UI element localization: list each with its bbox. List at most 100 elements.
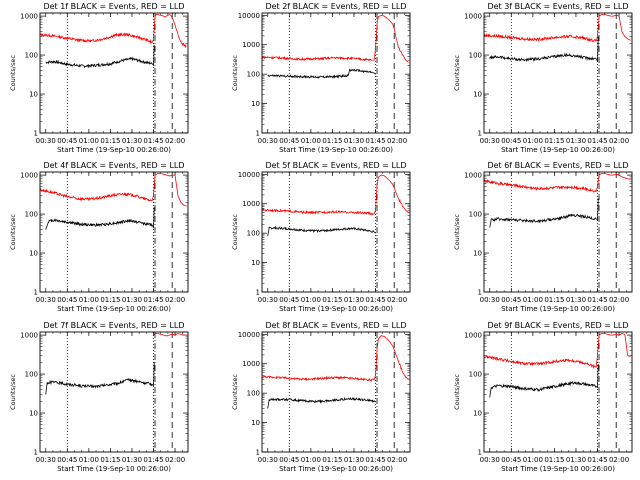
- panel-7: Det 7f BLACK = Events, RED = LLD Counts/s…: [9, 321, 189, 473]
- x-tick-label: 01:00: [523, 296, 543, 304]
- x-tick-label: 02:00: [387, 296, 407, 304]
- panel-title: Det 6f BLACK = Events, RED = LLD: [487, 161, 628, 170]
- y-tick-label: 10: [473, 91, 482, 99]
- x-tick-label: 00:45: [279, 296, 299, 304]
- y-tick-label: 1: [34, 289, 38, 297]
- x-tick-label: 00:30: [36, 137, 56, 145]
- lld-series-line: [484, 14, 631, 43]
- x-tick-label: 01:15: [544, 456, 564, 464]
- x-tick-label: 01:00: [79, 296, 99, 304]
- panel-8: Det 8f BLACK = Events, RED = LLD Counts/s…: [231, 321, 411, 473]
- panel-title: Det 5f BLACK = Events, RED = LLD: [265, 161, 406, 170]
- x-axis-label: Start Time (19-Sep-10 00:26:00): [279, 465, 393, 473]
- y-tick-label: 100: [25, 52, 38, 60]
- y-axis-label: Counts/sec: [231, 214, 239, 250]
- x-tick-label: 02:00: [387, 137, 407, 145]
- y-tick-label: 10000: [238, 331, 260, 339]
- lld-series-line: [484, 173, 631, 193]
- x-tick-label: 01:15: [100, 137, 120, 145]
- x-tick-label: 00:30: [480, 296, 500, 304]
- x-tick-label: 01:45: [587, 456, 607, 464]
- x-axis-label: Start Time (19-Sep-10 00:26:00): [57, 305, 171, 313]
- y-axis-label: Counts/sec: [9, 374, 17, 410]
- x-tick-label: 00:45: [501, 296, 521, 304]
- y-axis-label: Counts/sec: [453, 374, 461, 410]
- plot-frame: [483, 331, 633, 453]
- x-tick-label: 01:00: [301, 296, 321, 304]
- x-tick-label: 01:15: [322, 296, 342, 304]
- x-tick-label: 01:30: [344, 137, 364, 145]
- events-series-line: [45, 362, 155, 395]
- panel-title: Det 2f BLACK = Events, RED = LLD: [265, 2, 406, 11]
- y-tick-label: 10000: [238, 171, 260, 179]
- x-tick-label: 01:15: [544, 137, 564, 145]
- x-axis-label: Start Time (19-Sep-10 00:26:00): [501, 146, 615, 154]
- y-tick-label: 100: [469, 371, 482, 379]
- y-tick-label: 1: [256, 289, 260, 297]
- x-tick-label: 01:30: [566, 137, 586, 145]
- plot-frame: [261, 331, 411, 453]
- lld-series-line: [40, 14, 187, 49]
- panel-title: Det 8f BLACK = Events, RED = LLD: [265, 321, 406, 330]
- x-tick-label: 00:30: [36, 296, 56, 304]
- x-tick-label: 01:15: [100, 456, 120, 464]
- panel-title: Det 9f BLACK = Events, RED = LLD: [487, 321, 628, 330]
- x-tick-label: 01:30: [344, 296, 364, 304]
- panel-title: Det 7f BLACK = Events, RED = LLD: [43, 321, 184, 330]
- y-tick-label: 10: [251, 100, 260, 108]
- x-tick-label: 01:45: [365, 137, 385, 145]
- y-tick-label: 1000: [20, 13, 38, 21]
- y-tick-label: 1: [478, 130, 482, 138]
- y-tick-label: 1: [256, 449, 260, 457]
- events-series-line: [267, 225, 376, 237]
- x-tick-label: 01:45: [365, 456, 385, 464]
- y-tick-label: 100: [247, 71, 260, 79]
- x-tick-label: 00:45: [501, 456, 521, 464]
- y-tick-label: 100: [247, 230, 260, 238]
- x-tick-label: 01:45: [143, 137, 163, 145]
- x-tick-label: 01:45: [143, 296, 163, 304]
- x-tick-label: 01:45: [143, 456, 163, 464]
- y-axis-label: Counts/sec: [231, 55, 239, 91]
- x-tick-label: 01:30: [566, 456, 586, 464]
- events-series-line: [489, 198, 599, 228]
- x-tick-label: 00:30: [258, 137, 278, 145]
- events-series-line: [45, 45, 155, 69]
- x-tick-label: 01:30: [122, 296, 142, 304]
- x-tick-label: 01:15: [322, 137, 342, 145]
- x-tick-label: 01:45: [587, 137, 607, 145]
- x-tick-label: 00:45: [501, 137, 521, 145]
- x-tick-label: 01:30: [122, 137, 142, 145]
- panel-4: Det 4f BLACK = Events, RED = LLD Counts/s…: [9, 161, 189, 313]
- x-tick-label: 01:00: [79, 456, 99, 464]
- plot-frame: [39, 331, 189, 453]
- y-tick-label: 1: [34, 130, 38, 138]
- x-tick-label: 01:00: [523, 456, 543, 464]
- y-tick-label: 1000: [464, 172, 482, 180]
- plot-frame: [261, 12, 411, 134]
- plot-frame: [483, 12, 633, 134]
- y-axis-label: Counts/sec: [453, 55, 461, 91]
- y-tick-label: 10: [251, 419, 260, 427]
- x-tick-label: 01:45: [365, 296, 385, 304]
- x-tick-label: 02:00: [609, 456, 629, 464]
- x-tick-label: 02:00: [387, 456, 407, 464]
- y-tick-label: 1000: [464, 332, 482, 340]
- lld-series-line: [40, 173, 187, 207]
- y-tick-label: 1000: [20, 172, 38, 180]
- y-tick-label: 1000: [242, 200, 260, 208]
- panel-6: Det 6f BLACK = Events, RED = LLD Counts/s…: [453, 161, 633, 313]
- events-series-line: [489, 364, 599, 398]
- x-tick-label: 01:15: [100, 296, 120, 304]
- panel-title: Det 3f BLACK = Events, RED = LLD: [487, 2, 628, 11]
- x-tick-label: 01:15: [544, 296, 564, 304]
- y-tick-label: 1: [478, 449, 482, 457]
- x-tick-label: 02:00: [609, 137, 629, 145]
- y-tick-label: 100: [469, 52, 482, 60]
- y-tick-label: 10000: [238, 12, 260, 20]
- y-tick-label: 100: [25, 371, 38, 379]
- x-axis-label: Start Time (19-Sep-10 00:26:00): [501, 305, 615, 313]
- x-tick-label: 00:30: [258, 456, 278, 464]
- y-tick-label: 100: [247, 390, 260, 398]
